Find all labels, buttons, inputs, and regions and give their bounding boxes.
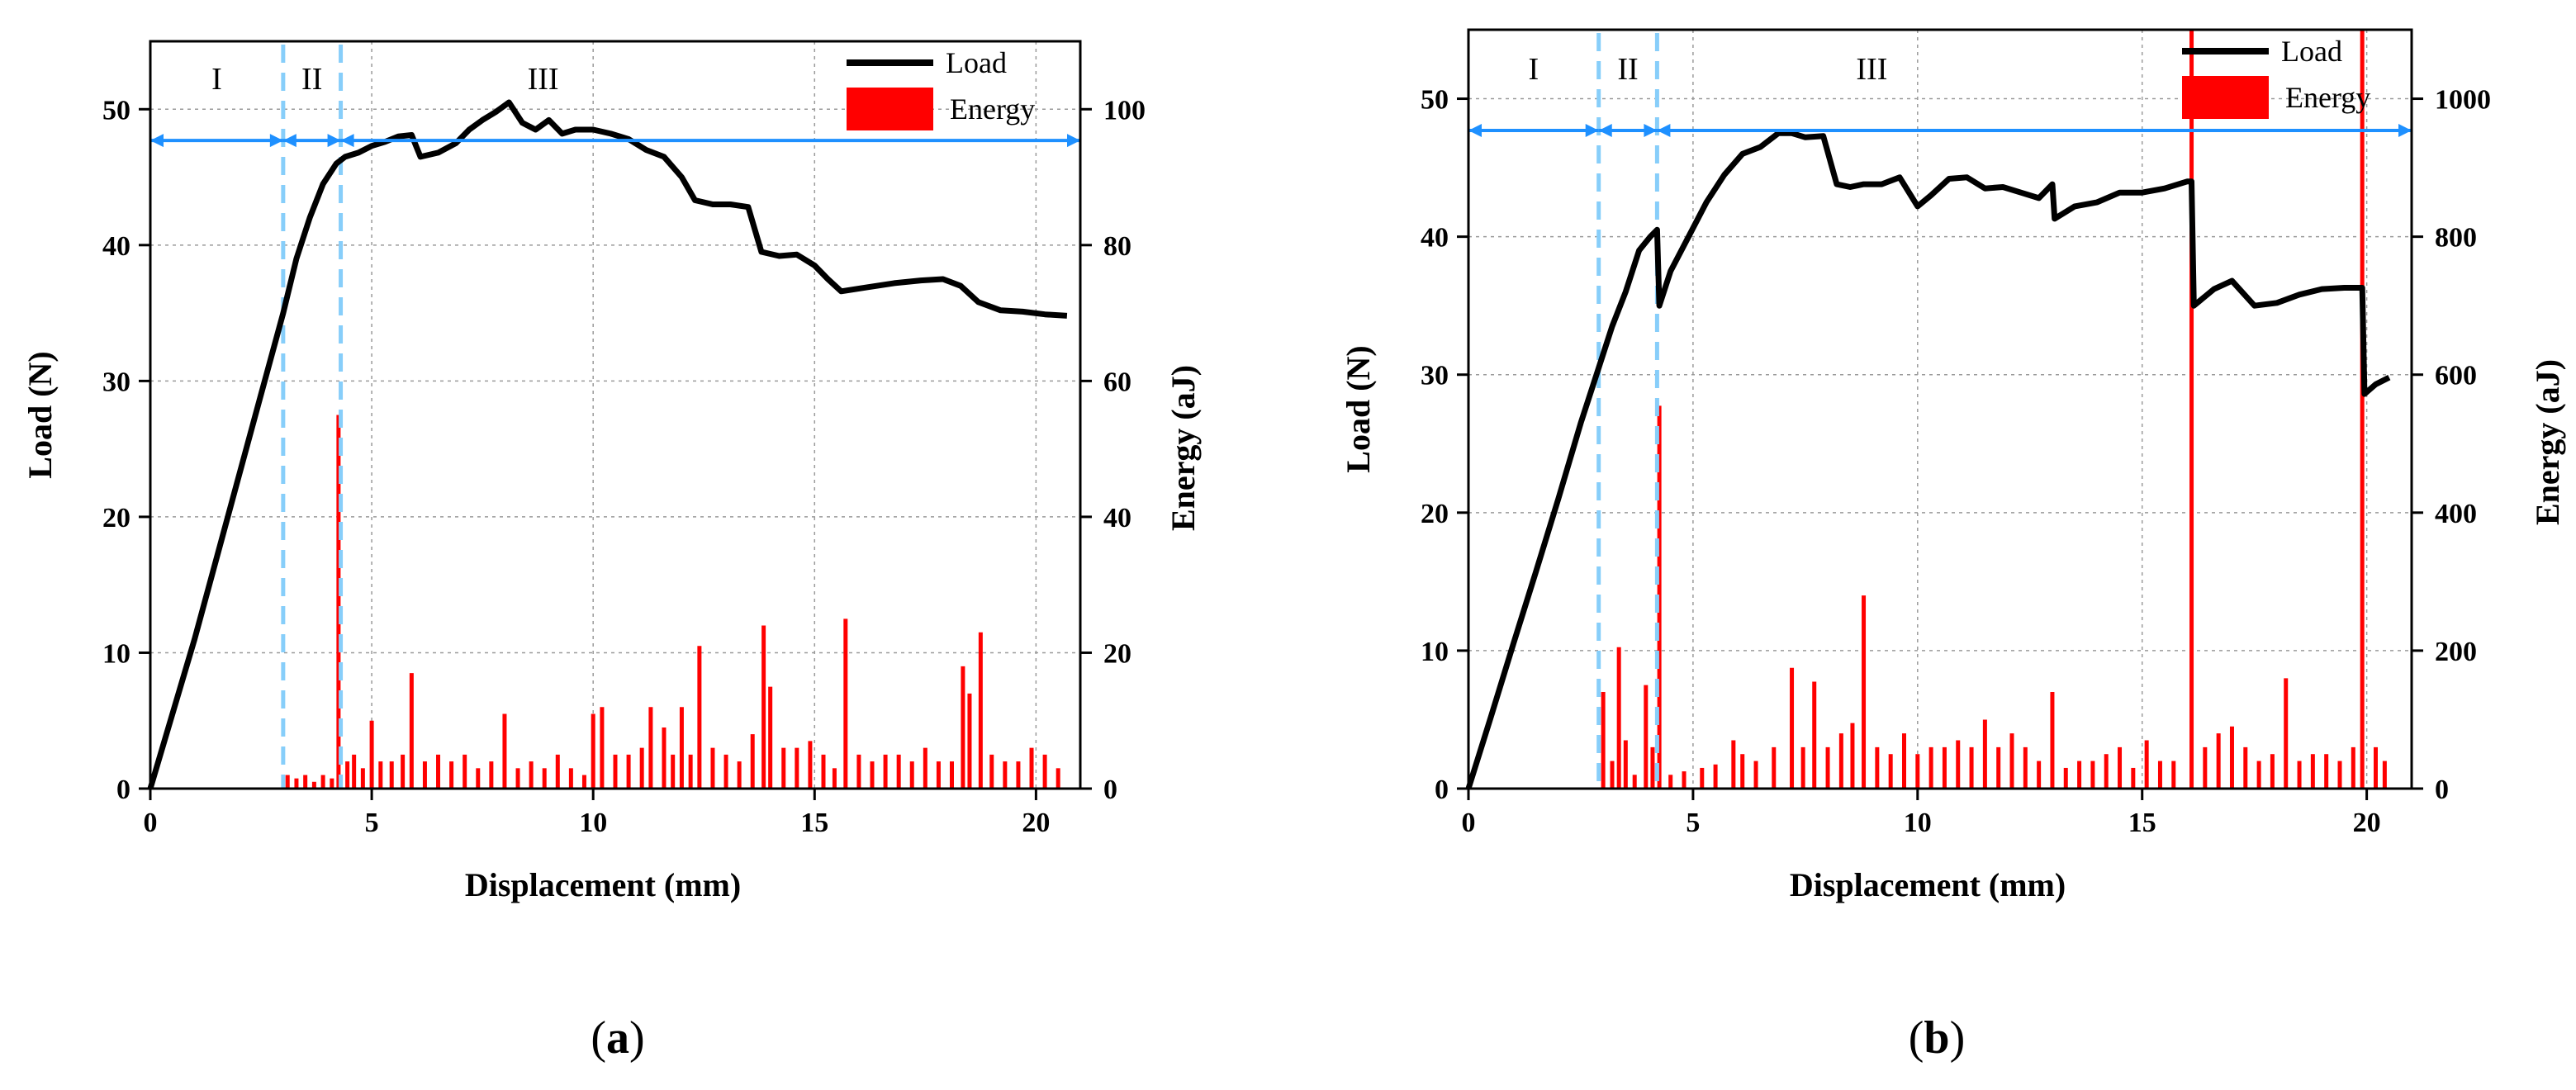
plot-frame bbox=[1467, 28, 2413, 790]
region-label-II: II bbox=[301, 62, 322, 97]
y-right-tick-label: 20 bbox=[1103, 638, 1131, 669]
region-arrow-head-left bbox=[282, 134, 297, 148]
region-arrow-head-right bbox=[2398, 123, 2412, 137]
panel-caption: (b) bbox=[1909, 1012, 1965, 1064]
y-left-tick-label: 20 bbox=[102, 503, 130, 533]
x-tick-label: 15 bbox=[800, 808, 828, 838]
x-tick-label: 20 bbox=[1022, 808, 1050, 838]
caption-close-paren: ) bbox=[1950, 1012, 1966, 1064]
y-right-tick-label: 200 bbox=[2435, 637, 2477, 667]
region-arrow-head-left bbox=[1598, 123, 1612, 137]
y-left-tick-label: 40 bbox=[1421, 223, 1449, 254]
region-arrow-head-right bbox=[1067, 134, 1080, 148]
y-left-tick-label: 0 bbox=[1435, 775, 1449, 805]
y-right-tick-label: 100 bbox=[1103, 95, 1146, 126]
caption-letter: a bbox=[606, 1012, 629, 1064]
panel-caption: (a) bbox=[591, 1012, 644, 1064]
y-right-tick-label: 0 bbox=[2435, 775, 2449, 805]
x-tick-label: 5 bbox=[365, 808, 379, 838]
legend-load-label: Load bbox=[946, 46, 1007, 79]
x-tick-label: 10 bbox=[1904, 808, 1932, 838]
y-right-axis-title: Energy (aJ) bbox=[1165, 365, 1202, 531]
y-left-tick-label: 50 bbox=[102, 95, 130, 126]
plot-frame bbox=[149, 40, 1082, 790]
y-left-tick-label: 50 bbox=[1421, 85, 1449, 116]
caption-letter: b bbox=[1924, 1012, 1949, 1064]
caption-close-paren: ) bbox=[629, 1012, 645, 1064]
y-right-tick-label: 1000 bbox=[2435, 85, 2491, 116]
region-label-I: I bbox=[211, 62, 222, 97]
x-tick-label: 10 bbox=[579, 808, 607, 838]
y-left-tick-label: 20 bbox=[1421, 499, 1449, 529]
x-tick-label: 0 bbox=[1462, 808, 1476, 838]
y-left-axis-title: Load (N) bbox=[21, 351, 59, 478]
region-arrow-head-right bbox=[327, 134, 341, 148]
region-label-III: III bbox=[528, 62, 559, 97]
region-arrow-head-right bbox=[1644, 123, 1658, 137]
region-label-II: II bbox=[1617, 52, 1638, 87]
y-left-tick-label: 0 bbox=[116, 775, 130, 805]
y-left-tick-label: 10 bbox=[1421, 637, 1449, 667]
x-tick-label: 0 bbox=[144, 808, 158, 838]
region-arrow-head-left bbox=[150, 134, 164, 148]
x-tick-label: 20 bbox=[2353, 808, 2381, 838]
x-axis-title: Displacement (mm) bbox=[465, 866, 741, 903]
region-label-I: I bbox=[1529, 52, 1539, 87]
y-right-tick-label: 80 bbox=[1103, 231, 1131, 262]
y-right-tick-label: 40 bbox=[1103, 503, 1131, 533]
legend-load-label: Load bbox=[2281, 35, 2342, 68]
legend-energy-label: Energy bbox=[2285, 81, 2370, 114]
x-axis-title: Displacement (mm) bbox=[1790, 866, 2066, 903]
caption-open-paren: ( bbox=[591, 1012, 606, 1064]
y-left-tick-label: 10 bbox=[102, 638, 130, 669]
region-label-III: III bbox=[1856, 52, 1887, 87]
region-arrow-head-right bbox=[269, 134, 283, 148]
region-arrow-head-left bbox=[1657, 123, 1671, 137]
y-right-tick-label: 60 bbox=[1103, 367, 1131, 397]
load-line bbox=[1465, 130, 2391, 790]
y-left-tick-label: 30 bbox=[1421, 361, 1449, 391]
y-left-tick-label: 30 bbox=[102, 367, 130, 397]
y-right-tick-label: 0 bbox=[1103, 775, 1117, 805]
load-line bbox=[147, 99, 1068, 789]
caption-open-paren: ( bbox=[1909, 1012, 1924, 1064]
y-right-tick-label: 400 bbox=[2435, 499, 2477, 529]
x-tick-label: 5 bbox=[1686, 808, 1700, 838]
legend-energy-swatch bbox=[847, 88, 933, 130]
region-arrow-head-left bbox=[1468, 123, 1482, 137]
x-tick-label: 15 bbox=[2128, 808, 2156, 838]
y-left-axis-title: Load (N) bbox=[1340, 345, 1377, 472]
region-arrow-head-right bbox=[1585, 123, 1599, 137]
legend-energy-swatch bbox=[2182, 76, 2269, 119]
y-right-tick-label: 600 bbox=[2435, 361, 2477, 391]
y-left-tick-label: 40 bbox=[102, 231, 130, 262]
legend-energy-label: Energy bbox=[950, 92, 1035, 126]
region-arrow-head-left bbox=[340, 134, 354, 148]
y-right-tick-label: 800 bbox=[2435, 223, 2477, 254]
y-right-axis-title: Energy (aJ) bbox=[2529, 359, 2566, 525]
